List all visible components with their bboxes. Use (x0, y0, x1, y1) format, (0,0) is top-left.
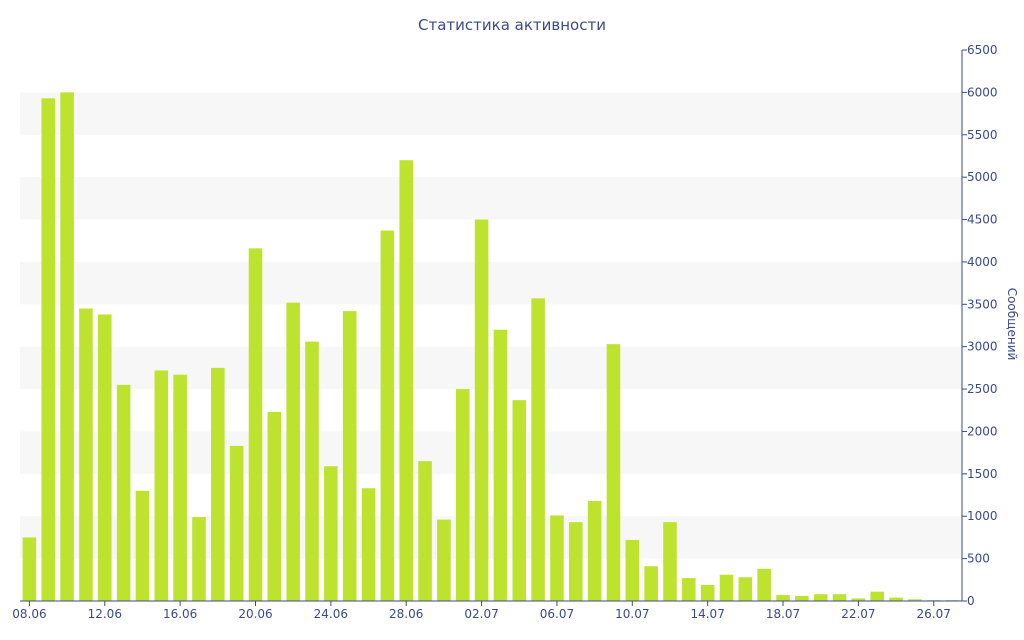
bar-24.06[interactable] (324, 466, 338, 601)
y-tick-label: 5000 (967, 170, 998, 184)
chart-title: Статистика активности (418, 16, 606, 34)
y-tick-label: 4500 (967, 213, 998, 227)
bar-22.06[interactable] (286, 302, 300, 601)
bar-27.06[interactable] (380, 230, 395, 601)
x-tick-label: 08.06 (12, 607, 46, 621)
y-tick-label: 6000 (967, 85, 998, 99)
bar-01.07[interactable] (455, 389, 470, 601)
bar-14.06[interactable] (135, 490, 150, 601)
bar-18.06[interactable] (211, 367, 225, 601)
y-tick-label: 3000 (967, 340, 998, 354)
bar-25.07[interactable] (908, 599, 922, 601)
y-axis-title: Сообщений (1005, 288, 1019, 361)
y-tick-label: 1000 (967, 509, 998, 523)
bar-07.07[interactable] (569, 522, 583, 601)
bar-16.07[interactable] (738, 577, 753, 601)
bar-15.07[interactable] (719, 574, 734, 601)
grid-band (20, 92, 962, 135)
x-tick-label: 26.07 (917, 607, 951, 621)
y-tick-label: 2000 (967, 424, 998, 438)
bar-13.07[interactable] (682, 578, 696, 601)
x-tick-label: 02.07 (464, 607, 498, 621)
bar-17.07[interactable] (757, 568, 771, 601)
bar-12.06[interactable] (98, 314, 112, 601)
bar-25.06[interactable] (342, 311, 357, 601)
bar-23.06[interactable] (305, 341, 319, 601)
x-tick-label: 18.07 (766, 607, 800, 621)
x-tick-label: 28.06 (389, 607, 423, 621)
bars (22, 92, 960, 602)
bar-16.06[interactable] (173, 374, 187, 601)
y-tick-label: 500 (967, 552, 990, 566)
bar-11.06[interactable] (79, 308, 93, 601)
bar-08.07[interactable] (587, 500, 602, 601)
bar-29.06[interactable] (418, 461, 432, 601)
bar-26.06[interactable] (361, 488, 376, 601)
x-tick-label: 20.06 (238, 607, 272, 621)
bar-23.07[interactable] (870, 591, 884, 601)
bar-10.06[interactable] (60, 92, 74, 601)
bar-20.07[interactable] (813, 594, 828, 601)
bar-12.07[interactable] (663, 522, 677, 601)
bar-03.07[interactable] (493, 329, 508, 601)
bar-05.07[interactable] (531, 298, 545, 601)
y-tick-label: 1500 (967, 467, 998, 481)
bar-18.07[interactable] (776, 595, 790, 601)
bar-10.07[interactable] (625, 539, 640, 601)
bar-28.06[interactable] (399, 160, 413, 601)
x-tick-label: 06.07 (540, 607, 574, 621)
bar-17.06[interactable] (192, 517, 206, 601)
bar-15.06[interactable] (154, 370, 169, 601)
bar-04.07[interactable] (512, 400, 527, 601)
bar-11.07[interactable] (644, 566, 658, 601)
bar-24.07[interactable] (889, 597, 903, 601)
y-tick-label: 2500 (967, 382, 998, 396)
x-tick-label: 14.07 (690, 607, 724, 621)
bar-13.06[interactable] (116, 384, 131, 601)
bar-09.06[interactable] (41, 98, 56, 601)
bar-21.07[interactable] (832, 594, 847, 601)
bar-06.07[interactable] (550, 515, 564, 601)
grid-band (20, 261, 962, 305)
bar-09.07[interactable] (606, 344, 621, 601)
bar-02.07[interactable] (474, 219, 489, 602)
y-tick-label: 6500 (967, 43, 998, 57)
bar-22.07[interactable] (851, 598, 866, 601)
x-tick-label: 16.06 (163, 607, 197, 621)
bar-14.07[interactable] (700, 584, 715, 601)
bar-30.06[interactable] (437, 519, 451, 601)
x-tick-labels: 08.06 12.06 16.06 20.06 24.06 28.06 02.07 06.07… (12, 607, 951, 621)
x-tick-label: 10.07 (615, 607, 649, 621)
x-tick-label: 12.06 (88, 607, 122, 621)
bar-21.06[interactable] (267, 411, 282, 601)
y-tick-label: 3500 (967, 297, 998, 311)
axes (20, 49, 967, 606)
bar-08.06[interactable] (22, 537, 37, 601)
y-tick-labels: 0 500 1000 1500 2000 2500 3000 3500 4000 4500 5000… (967, 43, 998, 608)
bar-19.07[interactable] (795, 595, 809, 601)
y-tick-label: 0 (967, 594, 975, 608)
y-tick-label: 4000 (967, 255, 998, 269)
bar-19.06[interactable] (229, 445, 244, 601)
x-tick-label: 22.07 (841, 607, 875, 621)
y-tick-label: 5500 (967, 128, 998, 142)
x-tick-label: 24.06 (314, 607, 348, 621)
bar-20.06[interactable] (248, 248, 263, 602)
grid-band (20, 177, 962, 220)
